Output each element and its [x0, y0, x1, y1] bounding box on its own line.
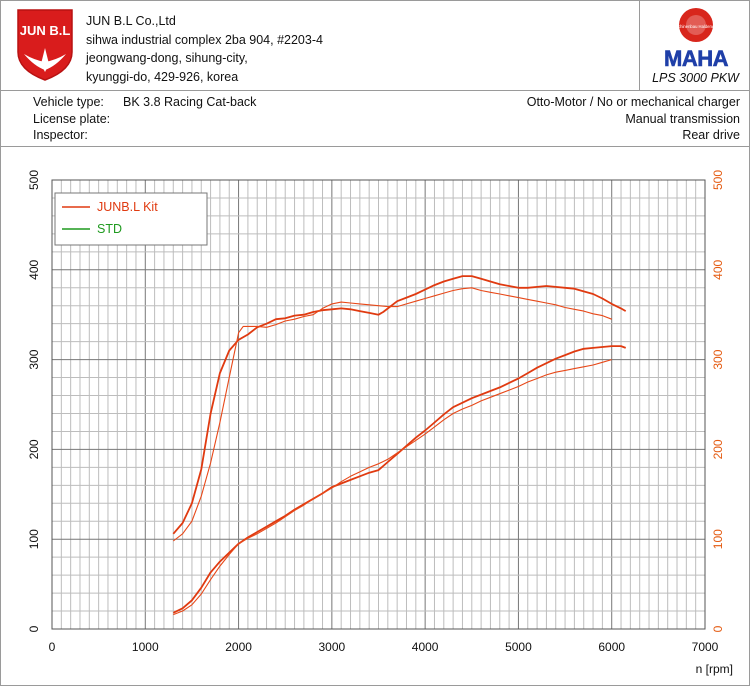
- maha-block: Maschinenbau Haldenwang MAHA LPS 3000 PK…: [639, 0, 750, 90]
- y-tick-left: 500: [27, 170, 41, 190]
- maha-logo-icon: Maschinenbau Haldenwang MAHA: [664, 8, 729, 70]
- y-tick-right: 100: [711, 529, 725, 549]
- vehicle-type-label: Vehicle type:: [33, 95, 104, 109]
- engine-type: Otto-Motor / No or mechanical charger: [526, 95, 740, 109]
- company-address-2: jeongwang-dong, sihung-city,: [86, 51, 248, 65]
- x-tick: 3000: [319, 640, 346, 654]
- y-tick-left: 0: [27, 625, 41, 632]
- x-tick: 1000: [132, 640, 159, 654]
- vehicle-type-value: BK 3.8 Racing Cat-back: [123, 95, 257, 109]
- maha-badge-text: Maschinenbau Haldenwang: [670, 24, 722, 29]
- logo-text: JUN B.L: [20, 23, 71, 38]
- std-curve-lower: [173, 359, 612, 616]
- dyno-model: LPS 3000 PKW: [652, 71, 739, 85]
- chart-grid: [51, 179, 706, 630]
- inspector-label: Inspector:: [33, 128, 88, 142]
- vehicle-info: Vehicle type: BK 3.8 Racing Cat-back Lic…: [0, 90, 750, 147]
- legend-label: STD: [97, 222, 122, 236]
- company-address-3: kyunggi-do, 429-926, korea: [86, 69, 239, 84]
- y-tick-right: 500: [711, 170, 725, 190]
- x-tick: 2000: [225, 640, 252, 654]
- x-tick: 7000: [692, 640, 719, 654]
- x-axis-ticks: 0 1000 2000 3000 4000 5000 6000 7000: [49, 640, 719, 654]
- transmission-type: Manual transmission: [625, 111, 740, 126]
- x-tick: 4000: [412, 640, 439, 654]
- y-tick-left: 100: [27, 529, 41, 549]
- power-torque-chart: 0 100 200 300 400 500 0 100 200 300 400 500 0 1000 2…: [27, 170, 733, 676]
- chart-curves: [172, 275, 627, 616]
- y-tick-right: 300: [711, 349, 725, 369]
- y-tick-left: 300: [27, 349, 41, 369]
- kit-curve-lower: [172, 345, 627, 614]
- x-tick: 0: [49, 640, 56, 654]
- maha-logo-text: MAHA: [664, 46, 729, 70]
- drive-type: Rear drive: [682, 128, 740, 142]
- x-tick: 6000: [598, 640, 625, 654]
- x-tick: 5000: [505, 640, 532, 654]
- y-axis-right-ticks: 0 100 200 300 400 500: [711, 170, 725, 633]
- y-tick-right: 400: [711, 259, 725, 279]
- y-tick-right: 200: [711, 439, 725, 459]
- chart-legend: JUNB.L Kit STD: [54, 192, 208, 246]
- legend-box: [54, 192, 208, 246]
- company-block: JUN B.L Co.,Ltd sihwa industrial complex…: [86, 12, 323, 86]
- std-curve-upper: [172, 287, 612, 542]
- junbl-logo-icon: JUN B.L: [17, 9, 73, 81]
- y-tick-left: 200: [27, 439, 41, 459]
- license-plate-label: License plate:: [33, 111, 111, 126]
- report-header: JUN B.L JUN B.L Co.,Ltd sihwa industrial…: [0, 0, 750, 91]
- company-address-1: sihwa industrial complex 2ba 904, #2203-…: [86, 32, 323, 47]
- y-tick-right: 0: [711, 625, 725, 632]
- legend-label: JUNB.L Kit: [97, 200, 158, 214]
- y-axis-left-ticks: 0 100 200 300 400 500: [27, 170, 41, 633]
- kit-curve-upper: [172, 275, 627, 535]
- x-axis-label: n [rpm]: [696, 662, 733, 676]
- company-name: JUN B.L Co.,Ltd: [86, 14, 176, 28]
- plot-border: [51, 179, 706, 630]
- y-tick-left: 400: [27, 259, 41, 279]
